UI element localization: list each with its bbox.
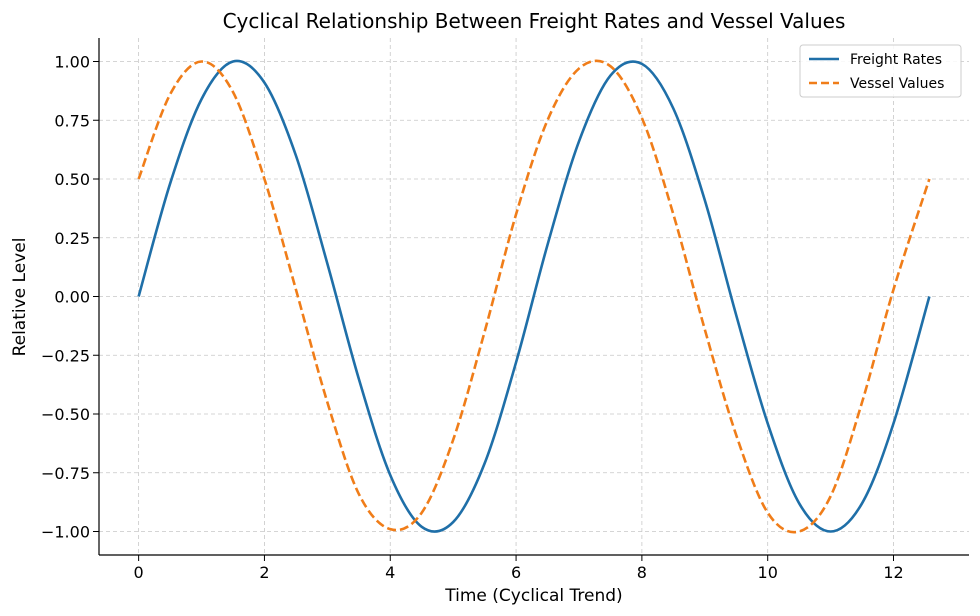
legend-box: [799, 44, 962, 98]
axes: 0 2 4 6 8 10 12 1.00 0.75 0.50 0.25 0.00 −0.25 −0.50 −…: [41, 38, 969, 582]
chart-title: Cyclical Relationship Between Freight Ra…: [223, 9, 846, 33]
y-tick-label: 0.50: [54, 170, 90, 189]
y-tick-label: 0.00: [54, 288, 90, 307]
x-tick-label: 6: [511, 563, 521, 582]
y-axis-label: Relative Level: [10, 238, 30, 357]
y-tick-label: 0.75: [54, 111, 90, 130]
y-tick-label: 1.00: [54, 53, 90, 72]
legend-label: Vessel Values: [850, 76, 944, 92]
x-tick-label: 2: [259, 563, 269, 582]
y-tick-label: −1.00: [41, 523, 90, 542]
legend: Freight Rates Vessel Values: [799, 44, 962, 98]
y-tick-label: −0.75: [41, 464, 90, 483]
series-layer: [137, 59, 931, 534]
x-tick-label: 0: [134, 563, 144, 582]
series-line-freight-rates: [137, 59, 931, 533]
y-tick-label: 0.25: [54, 229, 90, 248]
y-tick-label: −0.25: [41, 346, 90, 365]
x-tick-label: 4: [385, 563, 395, 582]
x-tick-label: 10: [758, 563, 778, 582]
x-tick-label: 12: [883, 563, 903, 582]
x-tick-label: 8: [637, 563, 647, 582]
x-axis-label: Time (Cyclical Trend): [444, 586, 622, 606]
series-line-vessel-values: [137, 59, 931, 534]
y-tick-label: −0.50: [41, 405, 90, 424]
legend-label: Freight Rates: [850, 52, 942, 68]
